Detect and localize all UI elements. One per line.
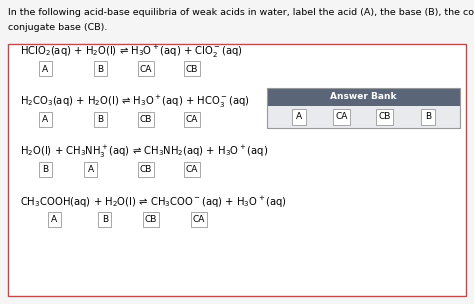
Text: CH$_3$COOH(aq) + H$_2$O(l) ⇌ CH$_3$COO$^-$(aq) + H$_3$O$^+$(aq): CH$_3$COOH(aq) + H$_2$O(l) ⇌ CH$_3$COO$^… bbox=[20, 195, 287, 209]
FancyBboxPatch shape bbox=[191, 212, 207, 226]
FancyBboxPatch shape bbox=[98, 212, 111, 226]
FancyBboxPatch shape bbox=[184, 112, 200, 126]
FancyBboxPatch shape bbox=[94, 61, 107, 77]
FancyBboxPatch shape bbox=[333, 109, 350, 125]
Text: B: B bbox=[97, 64, 103, 74]
Text: H$_2$O(l) + CH$_3$NH$_3^+$(aq) ⇌ CH$_3$NH$_2$(aq) + H$_3$O$^+$(aq): H$_2$O(l) + CH$_3$NH$_3^+$(aq) ⇌ CH$_3$N… bbox=[20, 144, 268, 160]
FancyBboxPatch shape bbox=[376, 109, 393, 125]
Text: B: B bbox=[425, 112, 431, 122]
Text: A: A bbox=[88, 164, 94, 174]
Text: A: A bbox=[296, 112, 302, 122]
Text: HClO$_2$(aq) + H$_2$O(l) ⇌ H$_3$O$^+$(aq) + ClO$_2^-$(aq): HClO$_2$(aq) + H$_2$O(l) ⇌ H$_3$O$^+$(aq… bbox=[20, 44, 243, 60]
FancyBboxPatch shape bbox=[8, 44, 466, 296]
Text: CA: CA bbox=[336, 112, 348, 122]
Text: CB: CB bbox=[140, 164, 152, 174]
FancyBboxPatch shape bbox=[39, 61, 52, 77]
Text: A: A bbox=[51, 215, 57, 223]
Text: CA: CA bbox=[140, 64, 152, 74]
Text: B: B bbox=[97, 115, 103, 123]
FancyBboxPatch shape bbox=[267, 88, 460, 106]
Text: CB: CB bbox=[145, 215, 157, 223]
FancyBboxPatch shape bbox=[292, 109, 306, 125]
Text: A: A bbox=[42, 115, 48, 123]
FancyBboxPatch shape bbox=[39, 161, 52, 177]
Text: Answer Bank: Answer Bank bbox=[330, 92, 397, 102]
FancyBboxPatch shape bbox=[143, 212, 158, 226]
FancyBboxPatch shape bbox=[39, 112, 52, 126]
FancyBboxPatch shape bbox=[138, 112, 154, 126]
FancyBboxPatch shape bbox=[94, 112, 107, 126]
Text: conjugate base (CB).: conjugate base (CB). bbox=[8, 23, 108, 33]
FancyBboxPatch shape bbox=[184, 61, 200, 77]
Text: In the following acid-base equilibria of weak acids in water, label the acid (A): In the following acid-base equilibria of… bbox=[8, 8, 474, 17]
Text: CA: CA bbox=[185, 164, 198, 174]
FancyBboxPatch shape bbox=[138, 161, 154, 177]
FancyBboxPatch shape bbox=[84, 161, 98, 177]
Text: B: B bbox=[42, 164, 48, 174]
Text: CA: CA bbox=[192, 215, 205, 223]
FancyBboxPatch shape bbox=[48, 212, 61, 226]
FancyBboxPatch shape bbox=[421, 109, 435, 125]
Text: CA: CA bbox=[185, 115, 198, 123]
Text: B: B bbox=[101, 215, 108, 223]
FancyBboxPatch shape bbox=[138, 61, 154, 77]
FancyBboxPatch shape bbox=[267, 106, 460, 128]
FancyBboxPatch shape bbox=[184, 161, 200, 177]
Text: CB: CB bbox=[140, 115, 152, 123]
Text: H$_2$CO$_3$(aq) + H$_2$O(l) ⇌ H$_3$O$^+$(aq) + HCO$_3^-$(aq): H$_2$CO$_3$(aq) + H$_2$O(l) ⇌ H$_3$O$^+$… bbox=[20, 94, 250, 110]
Text: CB: CB bbox=[379, 112, 391, 122]
Text: A: A bbox=[42, 64, 48, 74]
Text: CB: CB bbox=[185, 64, 198, 74]
